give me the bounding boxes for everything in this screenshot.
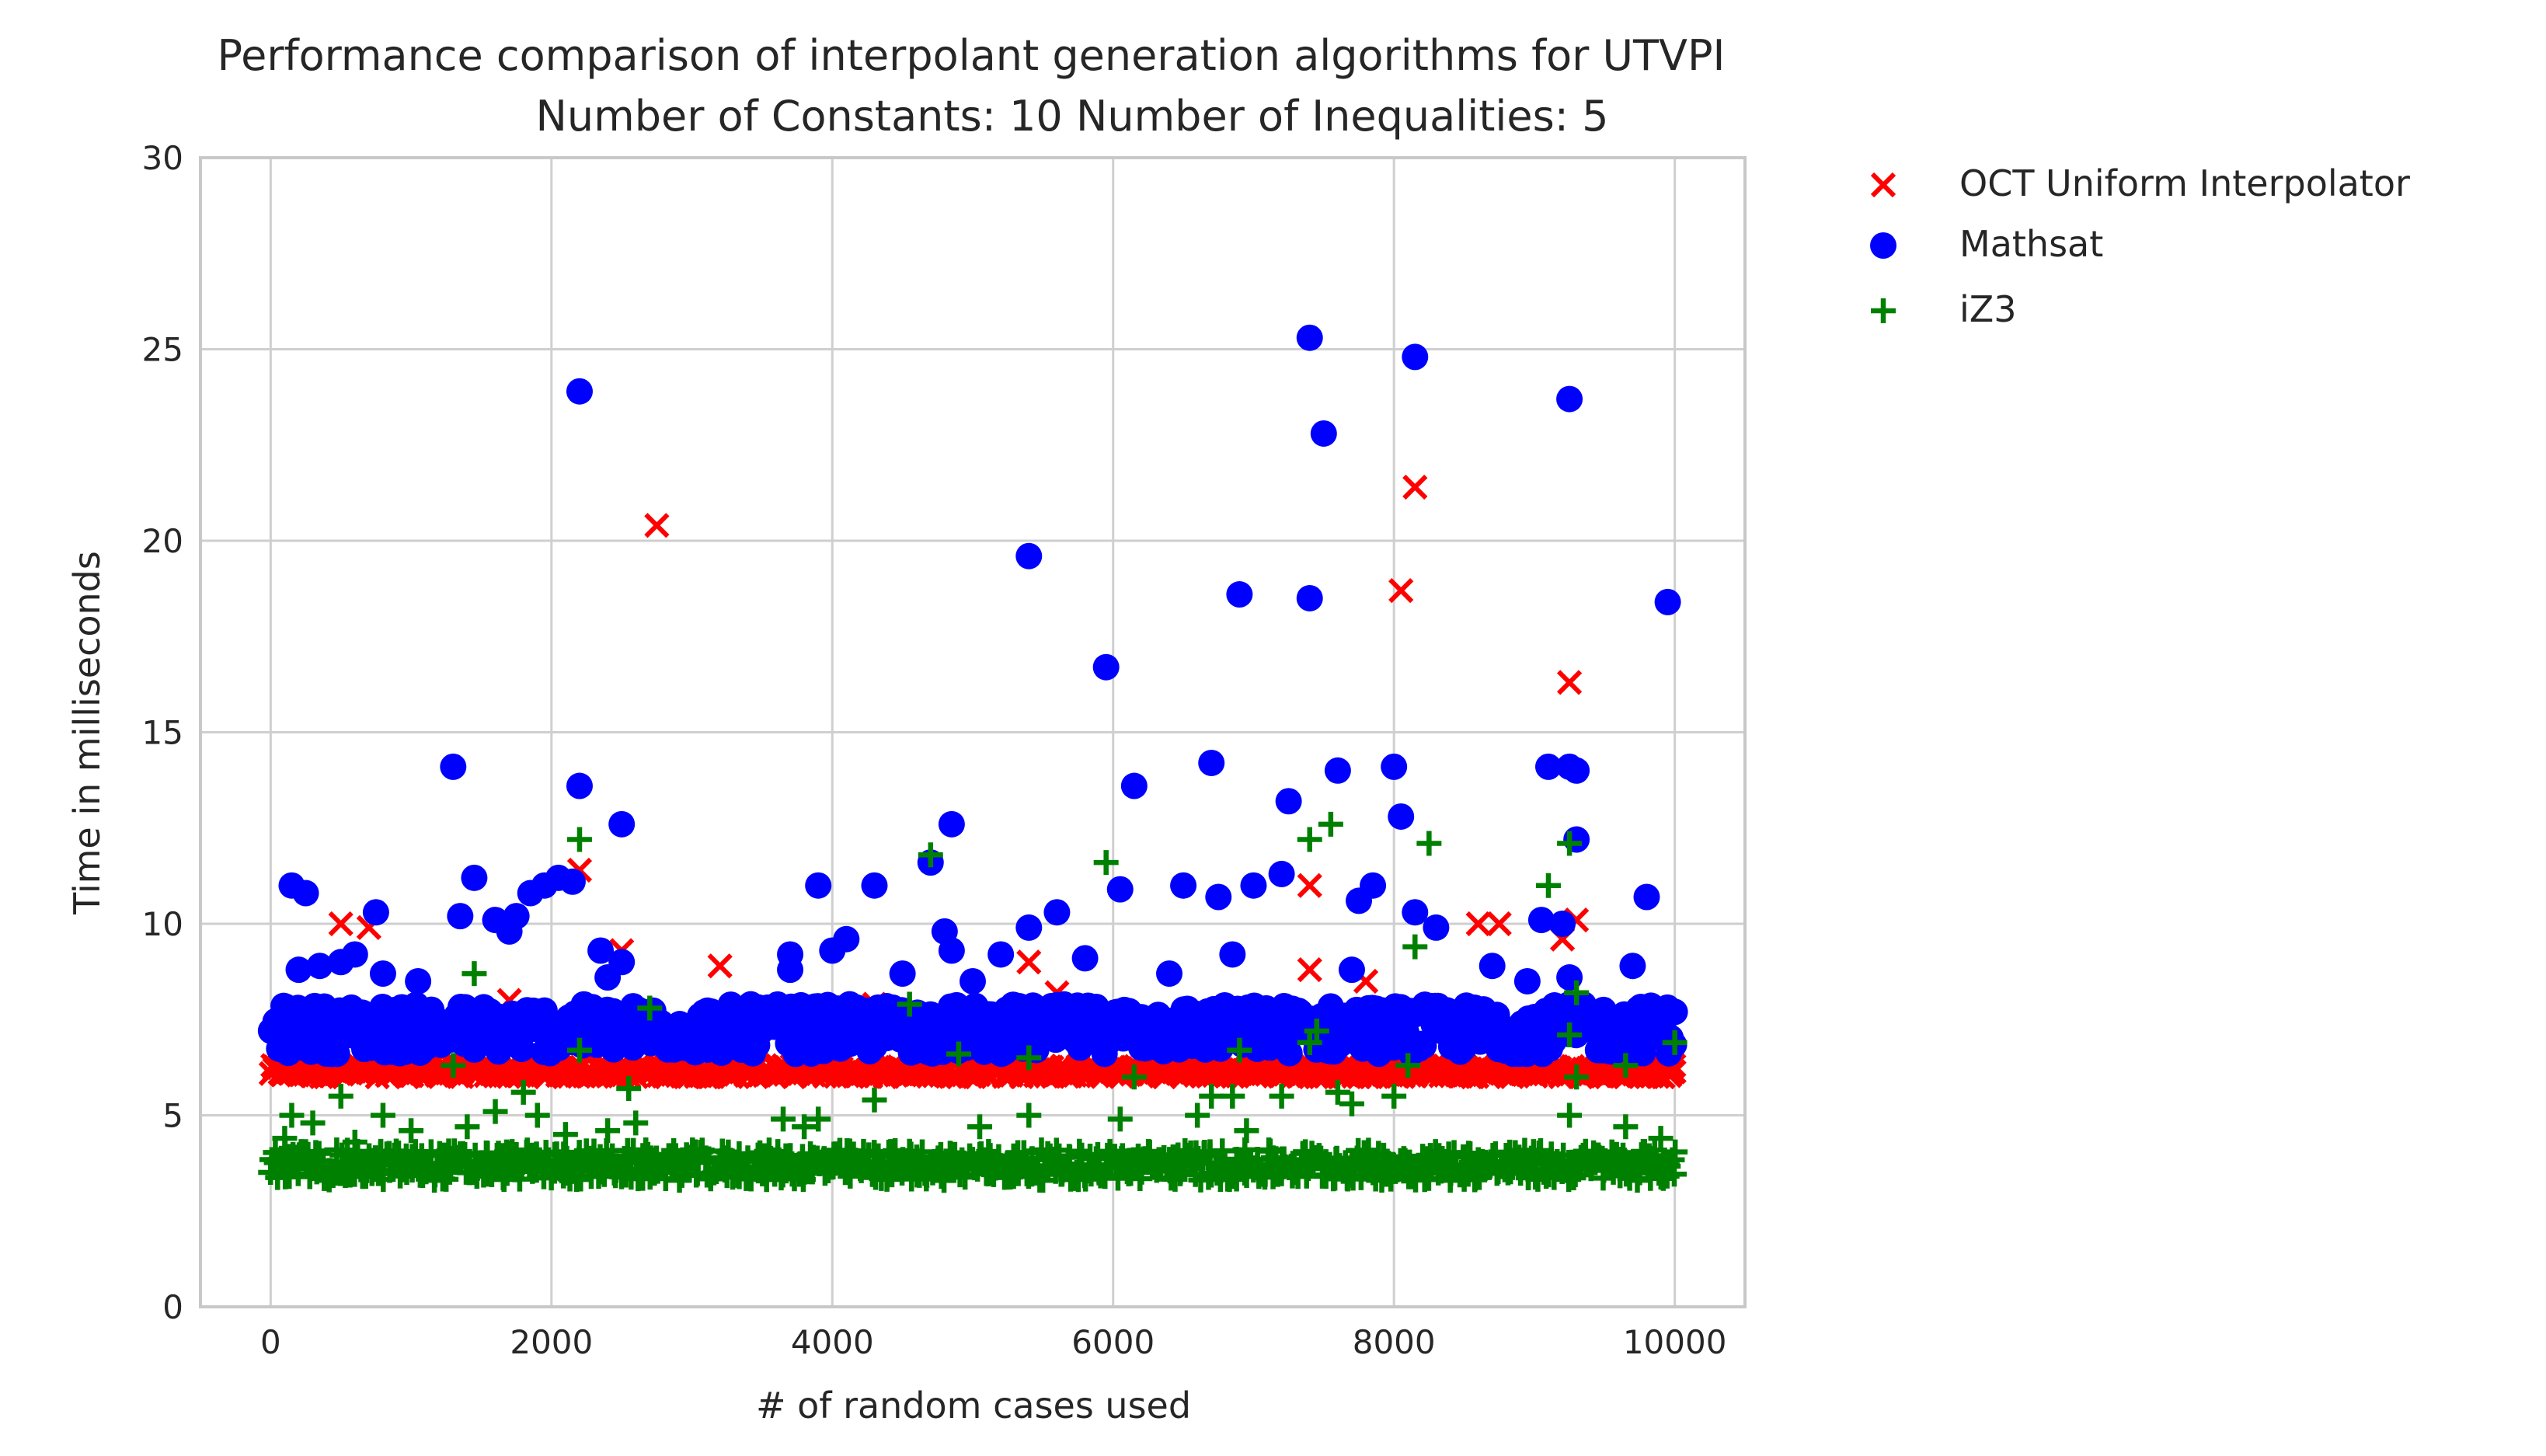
- data-point: [1479, 953, 1506, 979]
- data-point: [1563, 758, 1590, 784]
- legend-label: Mathsat: [1959, 223, 2103, 265]
- data-point: [1240, 873, 1266, 899]
- data-point: [440, 754, 466, 780]
- x-tick-label: 2000: [510, 1323, 593, 1361]
- data-point: [1662, 998, 1688, 1025]
- y-tick-label: 20: [142, 522, 183, 560]
- data-point: [1015, 914, 1042, 941]
- data-point: [1219, 941, 1245, 967]
- data-point: [960, 968, 986, 994]
- x-tick-label: 10000: [1623, 1323, 1727, 1361]
- chart-subtitle: Number of Constants: 10 Number of Inequa…: [536, 92, 1609, 141]
- data-point: [447, 903, 473, 929]
- chart-title: Performance comparison of interpolant ge…: [218, 31, 1726, 80]
- data-point: [1423, 914, 1449, 941]
- data-point: [1107, 876, 1134, 903]
- data-point: [1619, 953, 1646, 979]
- y-tick-label: 5: [162, 1097, 183, 1135]
- data-point: [1655, 589, 1681, 615]
- data-point: [939, 811, 965, 838]
- data-point: [1360, 873, 1386, 899]
- data-point: [1381, 754, 1407, 780]
- data-point: [1388, 803, 1414, 830]
- data-point: [608, 811, 635, 838]
- data-point: [1205, 883, 1231, 910]
- data-point: [405, 968, 431, 994]
- data-point: [1549, 911, 1576, 937]
- x-axis-label: # of random cases used: [756, 1385, 1191, 1426]
- data-point: [363, 899, 389, 925]
- x-tick-label: 0: [260, 1323, 281, 1361]
- data-point: [559, 869, 586, 895]
- data-point: [370, 960, 396, 987]
- data-point: [1170, 873, 1196, 899]
- data-point: [1311, 420, 1337, 447]
- data-point: [1072, 945, 1099, 971]
- data-point: [1276, 788, 1302, 814]
- data-point: [1269, 861, 1295, 887]
- data-point: [1556, 386, 1583, 413]
- data-point: [461, 865, 487, 891]
- data-point: [1043, 899, 1070, 925]
- data-point: [1121, 773, 1148, 799]
- x-tick-label: 8000: [1353, 1323, 1436, 1361]
- data-point: [342, 941, 368, 967]
- data-point: [1633, 883, 1660, 910]
- data-point: [503, 903, 530, 929]
- legend-label: iZ3: [1959, 288, 2017, 330]
- data-point: [608, 949, 635, 975]
- y-tick-label: 30: [142, 139, 183, 177]
- y-axis-label: Time in milliseconds: [66, 551, 108, 915]
- data-point: [1339, 956, 1365, 983]
- y-tick-label: 10: [142, 905, 183, 943]
- data-point: [890, 960, 916, 987]
- data-point: [1402, 343, 1428, 370]
- data-point: [566, 773, 593, 799]
- y-tick-label: 0: [162, 1288, 183, 1326]
- data-point: [1514, 968, 1541, 994]
- y-tick-label: 25: [142, 331, 183, 369]
- data-point: [1297, 325, 1323, 351]
- data-point: [1325, 758, 1351, 784]
- data-point: [805, 873, 831, 899]
- data-point: [861, 873, 887, 899]
- data-point: [566, 378, 593, 405]
- data-point: [939, 938, 965, 964]
- data-point: [1156, 960, 1182, 987]
- data-point: [1093, 654, 1120, 681]
- data-point: [1198, 750, 1224, 776]
- y-tick-label: 15: [142, 714, 183, 752]
- data-point: [1226, 581, 1252, 608]
- legend-marker: [1870, 232, 1896, 259]
- x-tick-label: 4000: [791, 1323, 874, 1361]
- data-point: [777, 956, 803, 983]
- data-point: [833, 926, 859, 953]
- data-point: [1402, 899, 1428, 925]
- data-point: [293, 880, 319, 907]
- data-point: [1297, 585, 1323, 611]
- legend-label: OCT Uniform Interpolator: [1959, 162, 2410, 204]
- data-point: [987, 941, 1014, 967]
- x-tick-label: 6000: [1071, 1323, 1155, 1361]
- data-point: [1015, 543, 1042, 570]
